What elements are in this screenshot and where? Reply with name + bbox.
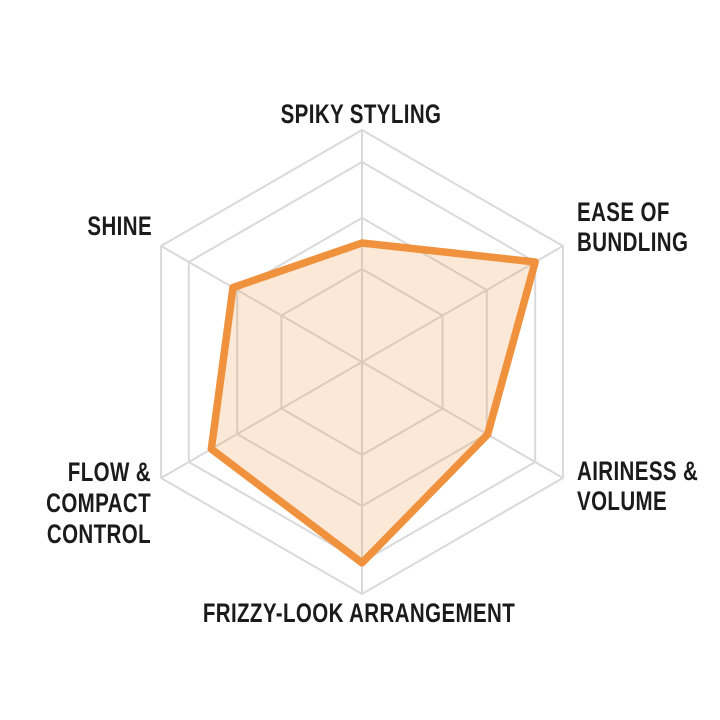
axis-label-ease-of-bundling: EASE OF BUNDLING: [577, 197, 688, 257]
axis-label-line: COMPACT: [46, 488, 151, 518]
radar-axis-line: [160, 245, 363, 363]
axis-label-line: FRIZZY-LOOK ARRANGEMENT: [202, 598, 516, 628]
axis-label-line: SPIKY STYLING: [280, 99, 442, 129]
axis-label-line: AIRINESS &: [577, 456, 699, 486]
axis-label-frizzy-look-arrangement: FRIZZY-LOOK ARRANGEMENT: [203, 598, 515, 628]
axis-label-line: EASE OF: [577, 197, 670, 227]
axis-label-line: BUNDLING: [577, 227, 689, 257]
radar-data-polygon: [207, 239, 539, 567]
axis-label-airiness-volume: AIRINESS & VOLUME: [577, 456, 698, 516]
axis-label-line: FLOW &: [67, 457, 151, 487]
radar-axis-line: [361, 361, 564, 479]
radar-axis-line: [361, 245, 564, 363]
axis-label-shine: SHINE: [87, 211, 152, 241]
axis-label-flow-compact-control: FLOW & COMPACT CONTROL: [46, 457, 151, 550]
axis-label-line: CONTROL: [46, 519, 151, 549]
axis-label-line: VOLUME: [577, 486, 668, 516]
radar-axis-line: [160, 361, 363, 479]
axis-label-line: SHINE: [87, 211, 152, 241]
axis-label-spiky-styling: SPIKY STYLING: [281, 99, 442, 129]
